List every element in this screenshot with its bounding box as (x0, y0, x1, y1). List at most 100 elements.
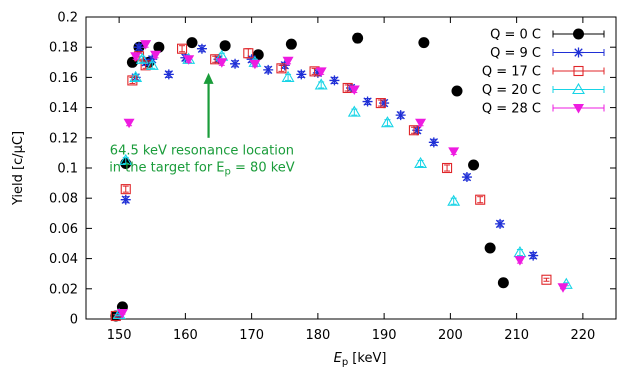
data-point (216, 58, 228, 68)
data-point (183, 55, 195, 65)
legend-marker (573, 65, 584, 77)
y-tick-label: 0.2 (57, 11, 78, 26)
data-point (495, 218, 506, 229)
y-tick-label: 0.06 (49, 222, 78, 237)
legend-label: Q = 28 C (482, 102, 541, 117)
legend-label: Q = 17 C (482, 65, 541, 80)
data-point (219, 40, 231, 52)
data-point (263, 64, 274, 75)
y-tick-label: 0.12 (49, 131, 78, 146)
data-point (395, 110, 406, 121)
data-point (461, 172, 472, 183)
x-tick-label: 220 (570, 328, 595, 343)
annotation: 64.5 keV resonance location in the target… (109, 72, 295, 177)
data-point (246, 54, 257, 65)
x-axis-title-main: E (334, 351, 343, 366)
data-point (285, 38, 297, 50)
data-point (412, 125, 423, 136)
data-point (186, 37, 198, 49)
annotation-line-1: 64.5 keV resonance location (110, 143, 294, 158)
data-point (281, 70, 295, 82)
data-point (380, 116, 394, 128)
data-point (230, 58, 241, 69)
legend-marker (573, 47, 584, 58)
data-point (315, 67, 327, 77)
data-point (276, 63, 287, 74)
data-point (468, 159, 480, 171)
annotation-line-2-sub: p (225, 166, 231, 177)
data-point (497, 277, 509, 289)
data-point (347, 105, 361, 117)
data-point (119, 153, 133, 165)
data-point (442, 162, 453, 174)
data-point (514, 256, 526, 266)
y-tick-label: 0 (70, 313, 78, 328)
data-point (312, 67, 323, 78)
legend-label: Q = 0 C (490, 28, 541, 43)
x-axis-title: Ep [keV] (334, 351, 387, 368)
data-point (348, 85, 360, 95)
data-point (196, 43, 207, 54)
data-point (296, 69, 307, 80)
data-point (153, 41, 165, 53)
data-point (123, 118, 135, 129)
axis-ticks: 150 160 170 180 190 200 210 220 0 0.02 0.04 0.06 0.0… (49, 11, 616, 343)
annotation-line-2-main: in the target for E (109, 160, 224, 175)
legend-entry: Q = 0 C (490, 28, 605, 43)
y-tick-label: 0.04 (49, 252, 78, 267)
legend-entry: Q = 17 C (482, 65, 605, 80)
x-tick-label: 200 (438, 328, 463, 343)
data-point (329, 75, 340, 86)
annotation-arrow-head (203, 72, 214, 84)
data-point (528, 250, 539, 261)
y-tick-label: 0.02 (49, 282, 78, 297)
y-tick-label: 0.18 (49, 41, 78, 56)
data-point (130, 52, 142, 62)
data-point (541, 274, 552, 285)
data-point (249, 59, 261, 70)
y-tick-label: 0.14 (49, 101, 78, 116)
data-point (314, 78, 328, 90)
legend-label: Q = 9 C (490, 46, 541, 61)
data-point (140, 40, 152, 50)
legend-entry: Q = 9 C (490, 46, 605, 61)
legend-entry: Q = 28 C (482, 102, 605, 117)
y-tick-label: 0.1 (57, 162, 78, 177)
legend-entry: Q = 20 C (482, 82, 605, 98)
data-point (134, 42, 144, 53)
legend-label: Q = 20 C (482, 83, 541, 98)
data-point (279, 60, 290, 71)
x-axis-title-sub: p (342, 357, 348, 368)
y-tick-label: 0.16 (49, 71, 78, 86)
data-point (120, 194, 131, 205)
y-tick-label: 0.08 (49, 192, 78, 207)
legend-marker (573, 104, 584, 114)
data-point (447, 194, 461, 206)
data-point (451, 85, 463, 97)
x-tick-label: 210 (504, 328, 529, 343)
data-point (120, 184, 131, 195)
data-point (243, 48, 254, 59)
data-point (375, 98, 386, 109)
data-point (428, 137, 439, 148)
data-point (414, 156, 428, 169)
legend: Q = 0 C Q = 9 C Q = 17 C Q = 20 C Q = 28 C (482, 28, 605, 117)
x-tick-label: 150 (107, 328, 132, 343)
data-point (177, 43, 188, 54)
data-layer (110, 32, 573, 322)
data-point (145, 58, 159, 70)
data-point (448, 147, 460, 157)
annotation-line-2: in the target for Ep = 80 keV (109, 160, 295, 177)
data-point (408, 125, 419, 136)
data-point (418, 37, 430, 49)
data-point (282, 56, 294, 67)
x-tick-label: 180 (305, 328, 330, 343)
data-point (163, 69, 174, 80)
data-point (415, 118, 427, 129)
data-point (352, 32, 364, 44)
data-point (362, 96, 373, 107)
data-point (484, 242, 496, 254)
data-point (557, 283, 569, 293)
